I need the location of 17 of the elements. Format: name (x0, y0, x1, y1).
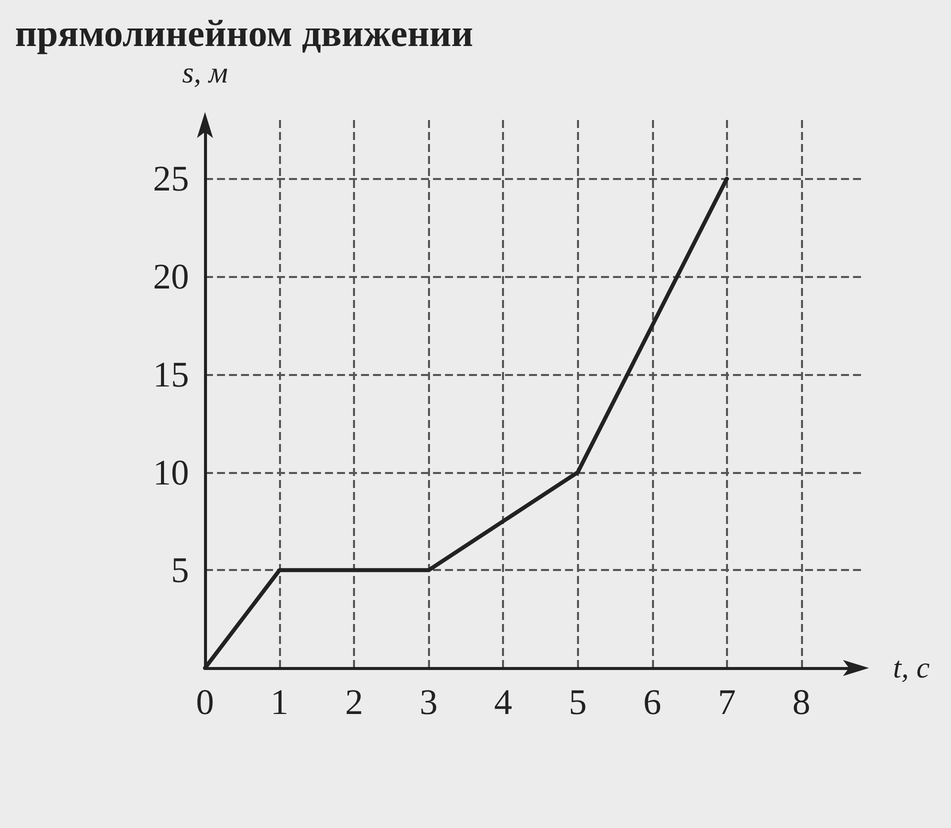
y-tick-label: 20 (153, 256, 189, 297)
x-axis-title: t, с (893, 652, 930, 684)
x-tick-label: 6 (643, 682, 662, 722)
y-tick-label: 5 (171, 550, 189, 590)
x-tick-label: 3 (420, 682, 438, 722)
x-tick-label: 1 (270, 682, 289, 722)
y-axis-title: s, м (182, 56, 228, 90)
chart-title: прямолинейном движении (15, 13, 474, 55)
x-tick-label: 0 (196, 682, 214, 722)
y-tick-label: 10 (153, 452, 189, 492)
x-tick-label: 2 (345, 682, 364, 722)
x-tick-label: 7 (718, 682, 736, 722)
x-tick-label: 4 (494, 682, 512, 722)
x-tick-label: 8 (792, 682, 810, 722)
y-tick-label: 15 (153, 354, 189, 394)
x-tick-label: 5 (568, 682, 587, 722)
y-tick-label: 25 (153, 158, 189, 199)
